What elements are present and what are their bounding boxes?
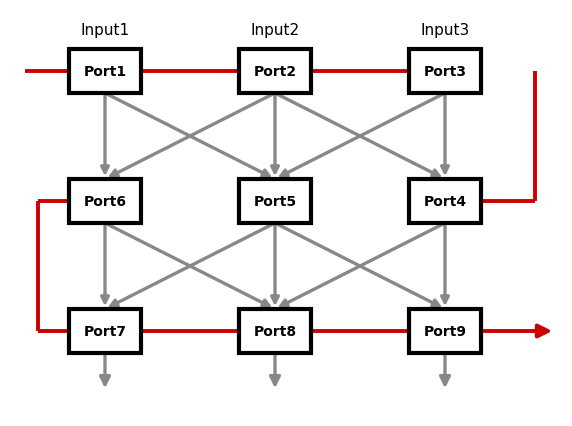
Text: Port7: Port7 [84, 324, 126, 338]
FancyBboxPatch shape [239, 309, 311, 353]
Text: Port5: Port5 [253, 195, 296, 208]
Text: Input1: Input1 [81, 23, 130, 38]
Text: Port1: Port1 [84, 65, 126, 79]
Text: Port6: Port6 [84, 195, 126, 208]
Text: Input2: Input2 [251, 23, 300, 38]
Text: Port8: Port8 [253, 324, 296, 338]
FancyBboxPatch shape [69, 309, 141, 353]
FancyBboxPatch shape [409, 309, 481, 353]
Text: Port4: Port4 [423, 195, 467, 208]
FancyBboxPatch shape [69, 50, 141, 94]
Text: Port2: Port2 [253, 65, 296, 79]
FancyBboxPatch shape [69, 180, 141, 224]
FancyBboxPatch shape [239, 180, 311, 224]
Text: Input3: Input3 [420, 23, 470, 38]
FancyBboxPatch shape [239, 50, 311, 94]
FancyBboxPatch shape [409, 180, 481, 224]
Text: Port9: Port9 [423, 324, 467, 338]
Text: Port3: Port3 [423, 65, 467, 79]
FancyBboxPatch shape [409, 50, 481, 94]
